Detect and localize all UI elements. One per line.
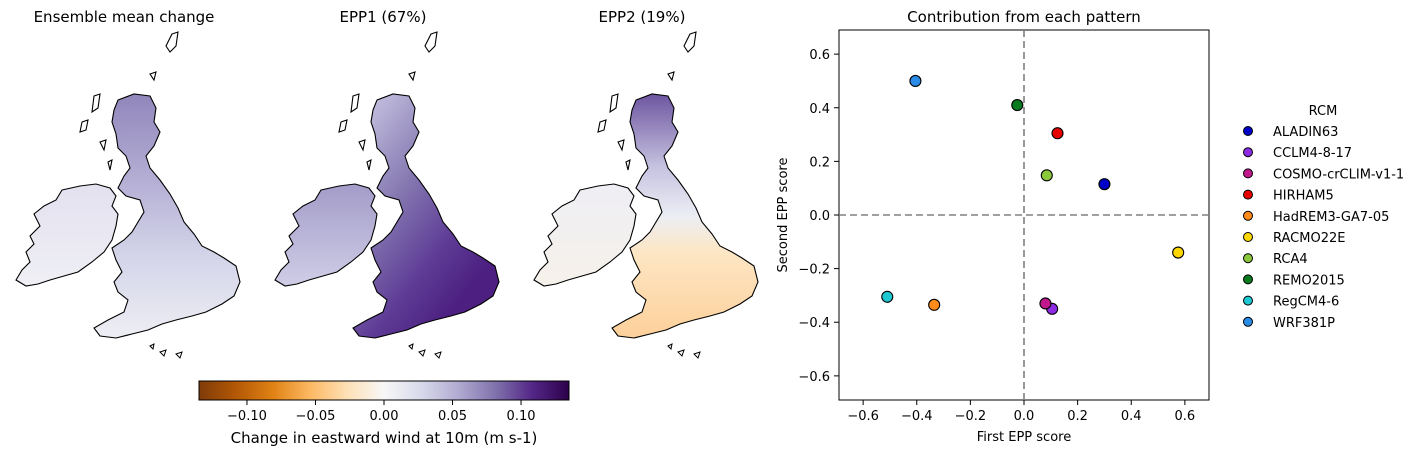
y-tick-label: 0.0 <box>809 209 830 224</box>
legend: RCM ALADIN63 CCLM4-8-17 COSMO-crCLIM-v1-1 H… <box>1243 104 1404 331</box>
legend-items: ALADIN63 CCLM4-8-17 COSMO-crCLIM-v1-1 HIRHA… <box>1243 125 1404 331</box>
colorbar: −0.10 −0.05 0.00 0.05 0.10 Change in eastwar… <box>198 380 570 447</box>
map-title-ensemble-mean: Ensemble mean change <box>34 8 215 26</box>
legend-marker <box>1243 253 1253 264</box>
point-aladin63 <box>1098 178 1111 191</box>
colorbar-tick-label: −0.10 <box>227 409 267 424</box>
great-britain-landmass <box>611 93 759 339</box>
x-tick-label: −0.6 <box>847 409 879 424</box>
legend-marker <box>1243 168 1253 179</box>
legend-marker <box>1243 316 1253 327</box>
x-axis-ticks: −0.6 −0.4 −0.2 0.0 0.2 0.4 0.6 <box>847 400 1195 424</box>
legend-label: RCA4 <box>1273 252 1308 267</box>
legend-marker <box>1243 274 1253 285</box>
scatter-chart: Contribution from each pattern −0.6 −0.4−… <box>776 8 1210 445</box>
channel-islands <box>149 343 183 359</box>
colorbar-tick-label: 0.10 <box>507 409 536 424</box>
ireland-landmass <box>15 183 119 287</box>
legend-label: ALADIN63 <box>1273 125 1338 140</box>
legend-marker <box>1243 210 1253 221</box>
ireland-landmass <box>533 183 637 287</box>
y-tick-label: 0.2 <box>809 155 830 170</box>
y-tick-label: 0.6 <box>809 48 830 63</box>
chart-title: Contribution from each pattern <box>907 8 1141 26</box>
map-panel-epp1: EPP1 (67%) <box>274 8 500 359</box>
channel-islands <box>408 343 442 359</box>
scottish-islands <box>79 31 179 171</box>
colorbar-tick-label: 0.05 <box>438 409 467 424</box>
legend-label: REMO2015 <box>1273 273 1345 288</box>
zero-lines <box>839 30 1209 400</box>
legend-marker <box>1243 147 1253 158</box>
legend-label: RegCM4-6 <box>1273 295 1339 310</box>
colorbar-gradient <box>198 380 570 401</box>
legend-marker <box>1243 295 1253 306</box>
point-racmo22e <box>1172 246 1185 259</box>
scottish-islands <box>338 31 438 171</box>
legend-title: RCM <box>1309 104 1338 119</box>
y-axis-label: Second EPP score <box>776 158 791 273</box>
legend-label: HadREM3-GA7-05 <box>1273 210 1389 225</box>
point-hirham5 <box>1051 127 1064 140</box>
point-wrf381p <box>909 74 922 87</box>
colorbar-tick-label: −0.05 <box>296 409 336 424</box>
legend-marker <box>1243 232 1253 242</box>
data-points <box>881 74 1185 315</box>
x-tick-label: 0.4 <box>1121 409 1142 424</box>
legend-marker <box>1243 126 1253 136</box>
y-tick-label: 0.4 <box>809 102 830 117</box>
x-tick-label: −0.4 <box>901 409 933 424</box>
point-regcm4-6 <box>881 290 894 303</box>
colorbar-tick-label: 0.00 <box>370 409 399 424</box>
x-tick-label: 0.2 <box>1067 409 1088 424</box>
channel-islands <box>667 343 701 359</box>
y-axis-ticks: −0.6 −0.4 −0.2 0.0 0.2 0.4 0.6 <box>798 48 839 385</box>
y-tick-label: −0.6 <box>798 370 830 385</box>
x-tick-label: 0.6 <box>1175 409 1196 424</box>
y-tick-label: −0.2 <box>798 263 830 278</box>
point-remo2015 <box>1011 99 1024 112</box>
legend-marker <box>1243 189 1253 200</box>
map-panel-ensemble-mean: Ensemble mean change <box>15 8 241 359</box>
x-tick-label: −0.2 <box>955 409 987 424</box>
legend-label: WRF381P <box>1273 316 1335 331</box>
legend-label: COSMO-crCLIM-v1-1 <box>1273 167 1404 182</box>
legend-label: CCLM4-8-17 <box>1273 146 1352 161</box>
colorbar-ticks: −0.10 −0.05 0.00 0.05 0.10 <box>227 400 536 424</box>
point-rca4 <box>1040 169 1053 182</box>
y-tick-label: −0.4 <box>798 316 830 331</box>
x-tick-label: 0.0 <box>1014 409 1035 424</box>
map-title-epp2: EPP2 (19%) <box>599 8 686 26</box>
scottish-islands <box>597 31 697 171</box>
map-panel-epp2: EPP2 (19%) <box>533 8 759 359</box>
map-title-epp1: EPP1 (67%) <box>340 8 427 26</box>
legend-label: RACMO22E <box>1273 231 1345 246</box>
legend-label: HIRHAM5 <box>1273 189 1334 204</box>
colorbar-label: Change in eastward wind at 10m (m s-1) <box>231 429 538 447</box>
ireland-landmass <box>274 183 378 287</box>
great-britain-landmass <box>352 93 500 339</box>
point-hadrem3-ga7-05 <box>928 298 941 311</box>
point-cosmo-crclim-v1-1 <box>1039 297 1052 310</box>
x-axis-label: First EPP score <box>977 430 1071 445</box>
great-britain-landmass <box>93 93 241 339</box>
